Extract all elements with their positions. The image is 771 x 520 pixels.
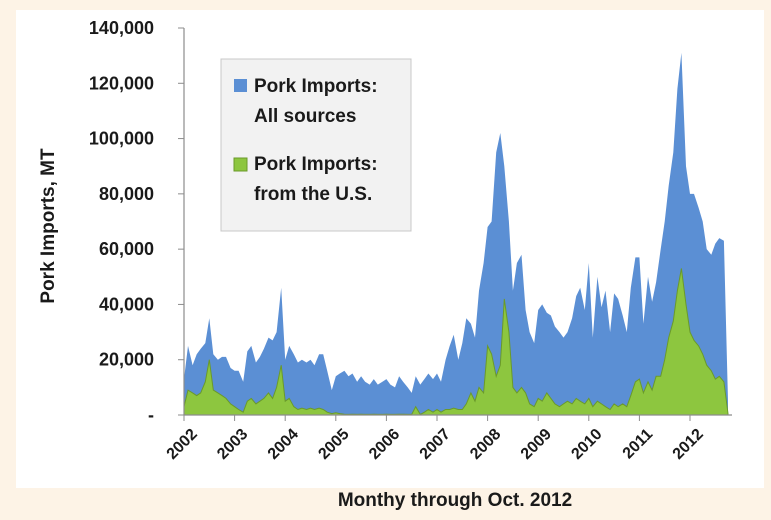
x-tick-label: 2009	[518, 426, 555, 463]
y-tick-label: 20,000	[99, 350, 154, 370]
legend-label-us-line1: Pork Imports:	[254, 154, 378, 175]
legend-box	[220, 58, 412, 232]
legend-label-us-line2: from the U.S.	[254, 184, 372, 205]
x-tick-label: 2006	[366, 426, 403, 463]
y-tick-label: -	[148, 405, 154, 425]
y-tick-label: 100,000	[89, 129, 154, 149]
x-tick-label: 2010	[568, 426, 605, 463]
x-tick-label: 2002	[164, 426, 201, 463]
series-area-all-sources	[184, 52, 728, 416]
y-axis-tick-marks	[178, 27, 184, 416]
x-tick-label: 2008	[467, 426, 504, 463]
x-tick-label: 2012	[670, 426, 707, 463]
y-tick-label: 80,000	[99, 184, 154, 204]
y-tick-labels: - 20,000 40,000 60,000 80,000 100,000 120,000 1…	[89, 18, 154, 425]
y-tick-label: 140,000	[89, 18, 154, 38]
legend-label-all-line1: Pork Imports:	[254, 76, 378, 97]
series-layer	[183, 52, 729, 416]
legend: Pork Imports: All sources Pork Imports: …	[220, 58, 412, 232]
legend-swatch-us	[233, 157, 248, 172]
axes	[183, 28, 732, 421]
x-tick-label: 2003	[214, 426, 251, 463]
y-tick-label: 120,000	[89, 73, 154, 93]
x-tick-labels: 2002 2003 2004 2005 2006 2007 2008 2009 2010 2011…	[164, 426, 707, 463]
x-tick-label: 2011	[620, 426, 657, 463]
x-tick-label: 2005	[315, 426, 352, 463]
y-tick-label: 40,000	[99, 294, 154, 314]
y-axis-title: Pork Imports, MT	[38, 148, 59, 304]
legend-swatch-all-sources	[234, 79, 247, 92]
series-area-us	[183, 268, 729, 416]
x-tick-label: 2004	[265, 426, 302, 463]
legend-label-all-line2: All sources	[254, 106, 356, 127]
x-axis-title: Monthy through Oct. 2012	[338, 490, 572, 511]
y-tick-label: 60,000	[99, 239, 154, 259]
x-tick-label: 2007	[417, 426, 454, 463]
